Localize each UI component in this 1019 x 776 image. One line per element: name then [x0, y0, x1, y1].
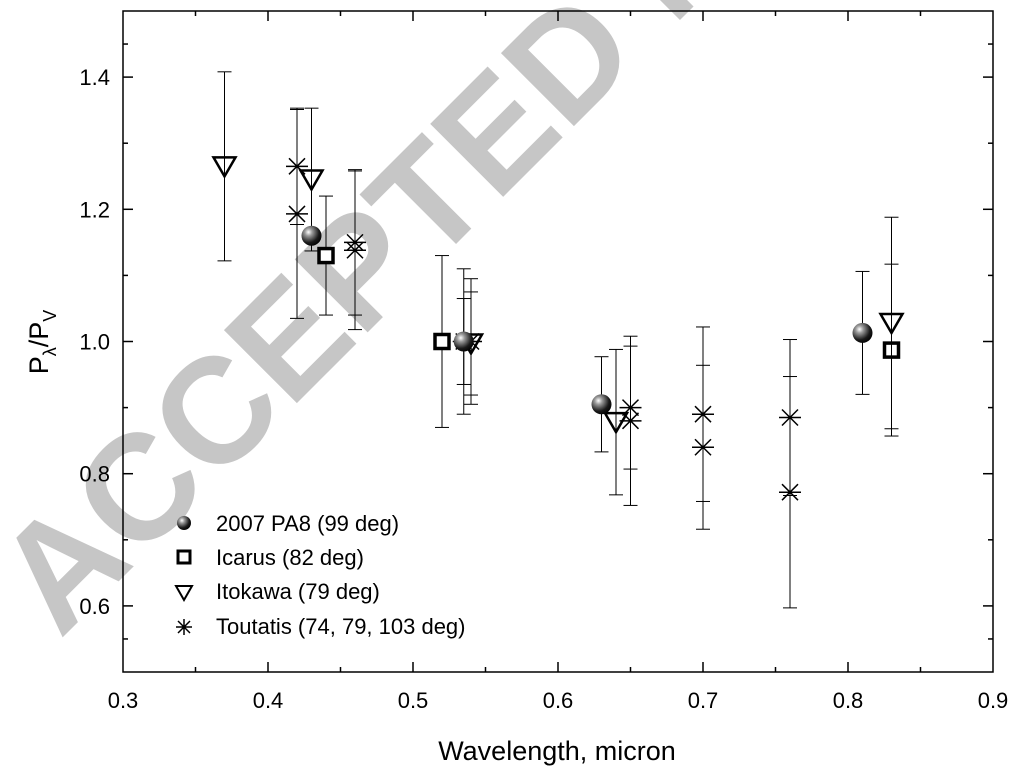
point-itokawa [298, 169, 325, 193]
legend-marker-asterisk [176, 619, 192, 635]
point-pa8 [453, 331, 474, 352]
point-icarus [433, 332, 451, 351]
x-tick-label: 0.6 [543, 688, 574, 713]
y-tick-label: 1.4 [79, 65, 110, 90]
point-itokawa [878, 312, 905, 336]
legend-marker-sphere [177, 516, 191, 530]
point-toutatis [286, 205, 308, 223]
point-toutatis [344, 241, 366, 259]
x-axis: 0.3 0.4 0.5 0.6 0.7 0.8 0.9 [108, 11, 1009, 713]
point-pa8 [591, 394, 612, 415]
legend-label-icarus: Icarus (82 deg) [216, 545, 364, 570]
y-tick-label: 0.8 [79, 462, 110, 487]
x-tick-label: 0.4 [253, 688, 284, 713]
point-itokawa [211, 156, 238, 179]
y-axis-title-text: Pλ/PV [24, 310, 60, 375]
y-axis: 0.6 0.8 1.0 1.2 1.4 [79, 43, 993, 640]
legend-item-pa8: 2007 PA8 (99 deg) [177, 511, 399, 536]
legend-label-itokawa: Itokawa (79 deg) [216, 579, 380, 604]
legend-marker-triangle [174, 585, 194, 603]
legend-item-icarus: Icarus (82 deg) [176, 545, 364, 570]
x-axis-title: Wavelength, micron [438, 736, 676, 766]
x-tick-label: 0.9 [978, 688, 1009, 713]
x-tick-label: 0.7 [688, 688, 719, 713]
point-icarus [317, 246, 335, 265]
y-axis-title-main: P [24, 356, 54, 374]
y-axis-title-mid: /P [24, 322, 54, 348]
point-pa8 [301, 225, 322, 246]
y-axis-title-sub1: λ [40, 347, 60, 356]
y-axis-title: Pλ/PV [24, 310, 60, 375]
legend-item-itokawa: Itokawa (79 deg) [174, 579, 380, 604]
data-marks [211, 71, 905, 609]
x-tick-label: 0.5 [398, 688, 429, 713]
y-axis-title-sub2: V [40, 310, 60, 322]
y-tick-label: 1.2 [79, 197, 110, 222]
y-tick-label: 0.6 [79, 594, 110, 619]
point-toutatis [692, 438, 714, 456]
legend-label-pa8: 2007 PA8 (99 deg) [216, 511, 399, 536]
y-tick-label: 1.0 [79, 330, 110, 355]
point-pa8 [852, 322, 873, 343]
x-tick-label: 0.8 [833, 688, 864, 713]
legend-label-toutatis: Toutatis (74, 79, 103 deg) [216, 614, 466, 639]
legend-marker-square [176, 549, 192, 565]
legend: 2007 PA8 (99 deg) Icarus (82 deg) Itokaw… [174, 511, 466, 639]
point-itokawa [602, 411, 630, 435]
x-tick-label: 0.3 [108, 688, 139, 713]
legend-item-toutatis: Toutatis (74, 79, 103 deg) [176, 614, 466, 639]
point-toutatis [779, 483, 801, 501]
